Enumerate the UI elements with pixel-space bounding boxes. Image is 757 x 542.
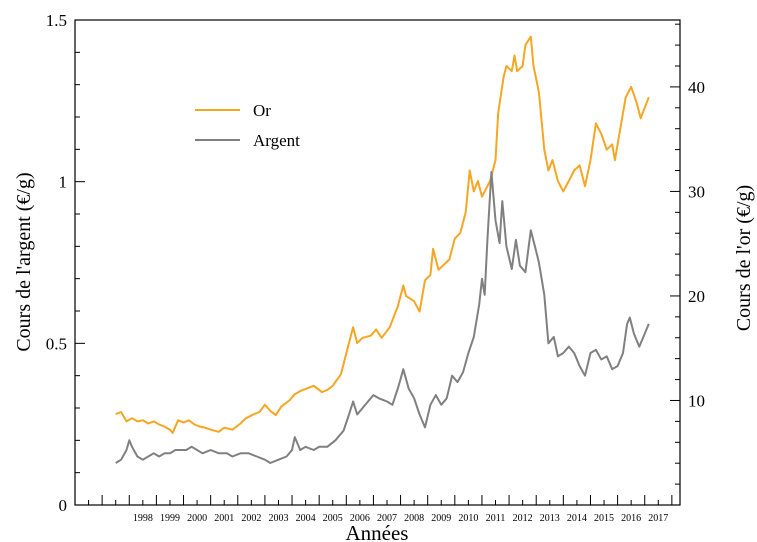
- x-tick-label: 2009: [431, 513, 451, 524]
- x-tick-label: 2003: [268, 513, 288, 524]
- x-axis-label: Années: [346, 521, 409, 542]
- y-left-tick-label: 0.5: [46, 334, 67, 353]
- x-tick-label: 2000: [187, 513, 207, 524]
- plot-frame: [74, 19, 681, 506]
- x-tick-label: 2007: [377, 513, 397, 524]
- x-tick-label: 1999: [160, 513, 180, 524]
- x-tick-label: 2014: [567, 513, 587, 524]
- x-tick-label: 2005: [323, 513, 343, 524]
- y-left-axis-ticks: 0 0.5 1 1.5: [46, 11, 85, 515]
- x-tick-label: 2008: [404, 513, 424, 524]
- y-right-axis-label: Cours de l'or (€/g): [733, 185, 755, 331]
- legend-label-or: Or: [253, 101, 271, 120]
- x-tick-label: 1998: [133, 513, 153, 524]
- series-layer: [115, 35, 650, 464]
- y-right-tick-label: 40: [688, 78, 705, 97]
- y-right-tick-label: 20: [688, 287, 705, 306]
- x-tick-label: 2011: [486, 513, 506, 524]
- x-tick-label: 2010: [458, 513, 478, 524]
- x-tick-label: 2004: [296, 513, 316, 524]
- y-left-axis-label: Cours de l'argent (€/g): [13, 172, 35, 351]
- x-axis-ticks: 1998 1999 2000 2001 2002 2003 2004 2005 2006 2007…: [74, 495, 673, 524]
- y-right-tick-label: 30: [688, 182, 705, 201]
- legend: Or Argent: [195, 101, 300, 150]
- x-tick-label: 2012: [513, 513, 533, 524]
- x-tick-label: 2016: [621, 513, 641, 524]
- y-right-axis-ticks: 10 20 30 40: [670, 23, 705, 506]
- y-left-tick-label: 1: [59, 173, 68, 192]
- y-right-tick-label: 10: [688, 391, 705, 410]
- series-line-argent: [115, 171, 650, 464]
- y-left-tick-label: 0: [59, 496, 68, 515]
- x-tick-label: 2006: [350, 513, 370, 524]
- x-tick-label: 2013: [540, 513, 560, 524]
- x-tick-label: 2001: [214, 513, 234, 524]
- series-line-or: [115, 35, 650, 434]
- x-tick-label: 2015: [594, 513, 614, 524]
- y-left-tick-label: 1.5: [46, 11, 67, 30]
- x-tick-label: 2002: [241, 513, 261, 524]
- legend-label-argent: Argent: [253, 131, 300, 150]
- x-tick-label: 2017: [648, 513, 668, 524]
